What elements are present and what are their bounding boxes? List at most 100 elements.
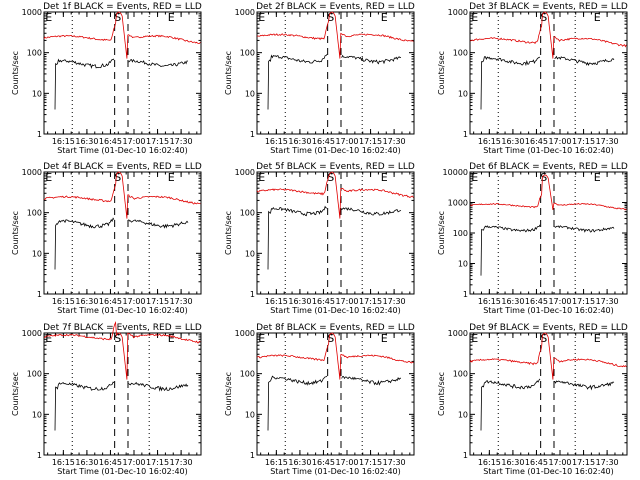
y-tick-label: 1 <box>37 451 42 460</box>
x-tick-label: 17:30 <box>596 137 619 146</box>
x-tick-label: 17:00 <box>548 458 571 467</box>
interval-marker-S: S <box>114 171 121 184</box>
panel-title: Det 7f BLACK = Events, RED = LLD <box>43 323 202 333</box>
x-tick-label: 17:15 <box>146 137 169 146</box>
y-tick-label: 1000 <box>235 8 255 17</box>
y-axis-label: Counts/sec <box>11 51 20 95</box>
plot-frame <box>469 11 628 135</box>
y-tick-label: 1 <box>250 290 255 299</box>
x-tick-label: 16:15 <box>265 458 288 467</box>
lld-series-line <box>43 320 201 380</box>
x-tick-label: 16:15 <box>265 297 288 306</box>
events-series-line <box>267 205 328 270</box>
interval-marker-E: E <box>45 332 52 345</box>
y-tick-label: 100 <box>27 49 42 58</box>
x-tick-label: 17:30 <box>170 137 193 146</box>
events-series-line <box>480 224 541 276</box>
y-tick-label: 1 <box>463 290 468 299</box>
x-axis-label: Start Time (01-Dec-10 16:02:40) <box>270 146 401 155</box>
x-axis-label: Start Time (01-Dec-10 16:02:40) <box>57 146 188 155</box>
x-tick-label: 16:45 <box>525 458 548 467</box>
x-tick-label: 17:00 <box>122 137 145 146</box>
x-axis-label: Start Time (01-Dec-10 16:02:40) <box>270 306 401 315</box>
x-tick-label: 17:30 <box>596 458 619 467</box>
interval-marker-E: E <box>381 11 388 24</box>
plot-frame <box>256 332 415 456</box>
interval-marker-E: E <box>258 171 265 184</box>
y-tick-label: 100 <box>453 49 468 58</box>
interval-marker-E: E <box>594 171 601 184</box>
events-series-line <box>128 58 189 67</box>
events-series-line <box>554 225 615 233</box>
x-tick-label: 17:15 <box>359 458 382 467</box>
events-series-line <box>480 378 541 431</box>
panel-1: Det 1f BLACK = Events, RED = LLD 1 10 100 10… <box>11 2 202 155</box>
x-tick-label: 16:45 <box>525 297 548 306</box>
x-tick-label: 16:30 <box>288 297 311 306</box>
x-axis-label: Start Time (01-Dec-10 16:02:40) <box>483 146 614 155</box>
y-tick-label: 1 <box>250 451 255 460</box>
x-tick-label: 17:30 <box>596 297 619 306</box>
x-tick-label: 16:45 <box>525 137 548 146</box>
interval-marker-E: E <box>168 11 175 24</box>
panel-title: Det 1f BLACK = Events, RED = LLD <box>43 2 202 12</box>
y-tick-label: 1000 <box>448 329 468 338</box>
interval-marker-E: E <box>471 171 478 184</box>
interval-marker-S: S <box>540 11 547 24</box>
panel-title: Det 4f BLACK = Events, RED = LLD <box>43 162 202 172</box>
plot-frame <box>256 11 415 135</box>
x-tick-label: 16:15 <box>478 458 501 467</box>
x-tick-label: 17:15 <box>146 458 169 467</box>
x-tick-label: 16:45 <box>312 458 335 467</box>
y-tick-label: 10 <box>458 260 468 269</box>
x-tick-label: 17:15 <box>359 137 382 146</box>
y-axis-label: Counts/sec <box>437 51 446 95</box>
x-tick-label: 16:15 <box>265 137 288 146</box>
interval-marker-E: E <box>594 332 601 345</box>
y-tick-label: 1000 <box>22 168 42 177</box>
x-tick-label: 16:30 <box>288 137 311 146</box>
interval-marker-E: E <box>168 332 175 345</box>
y-tick-label: 10 <box>245 410 255 419</box>
x-tick-label: 17:00 <box>548 297 571 306</box>
x-tick-label: 17:00 <box>335 458 358 467</box>
x-tick-label: 16:15 <box>52 137 75 146</box>
events-series-line <box>554 380 615 391</box>
x-tick-label: 17:00 <box>335 137 358 146</box>
interval-marker-E: E <box>258 11 265 24</box>
x-tick-label: 16:45 <box>312 137 335 146</box>
y-tick-label: 1 <box>463 451 468 460</box>
y-tick-label: 1 <box>250 130 255 139</box>
plot-frame <box>43 171 202 295</box>
y-axis-label: Counts/sec <box>11 211 20 255</box>
y-tick-label: 10 <box>458 410 468 419</box>
x-tick-label: 16:30 <box>75 297 98 306</box>
events-series-line <box>554 55 615 66</box>
x-tick-label: 17:15 <box>572 137 595 146</box>
plot-frame <box>43 11 202 135</box>
y-tick-label: 1000 <box>448 8 468 17</box>
x-axis-label: Start Time (01-Dec-10 16:02:40) <box>270 467 401 476</box>
interval-marker-E: E <box>381 171 388 184</box>
y-tick-label: 100 <box>27 370 42 379</box>
interval-marker-E: E <box>258 332 265 345</box>
interval-marker-S: S <box>540 171 547 184</box>
lld-series-line <box>256 332 414 380</box>
x-tick-label: 16:15 <box>478 137 501 146</box>
interval-marker-S: S <box>327 332 334 345</box>
lld-series-line <box>469 332 627 380</box>
y-tick-label: 100 <box>240 49 255 58</box>
x-tick-label: 17:15 <box>359 297 382 306</box>
interval-marker-E: E <box>45 11 52 24</box>
interval-marker-E: E <box>471 11 478 24</box>
x-tick-label: 16:30 <box>501 297 524 306</box>
interval-marker-S: S <box>327 11 334 24</box>
y-axis-label: Counts/sec <box>437 372 446 416</box>
interval-marker-S: S <box>540 332 547 345</box>
y-tick-label: 100 <box>240 209 255 218</box>
panel-title: Det 2f BLACK = Events, RED = LLD <box>256 2 415 12</box>
x-tick-label: 16:45 <box>312 297 335 306</box>
events-series-line <box>128 219 189 229</box>
y-tick-label: 10 <box>32 89 42 98</box>
x-tick-label: 17:15 <box>146 297 169 306</box>
